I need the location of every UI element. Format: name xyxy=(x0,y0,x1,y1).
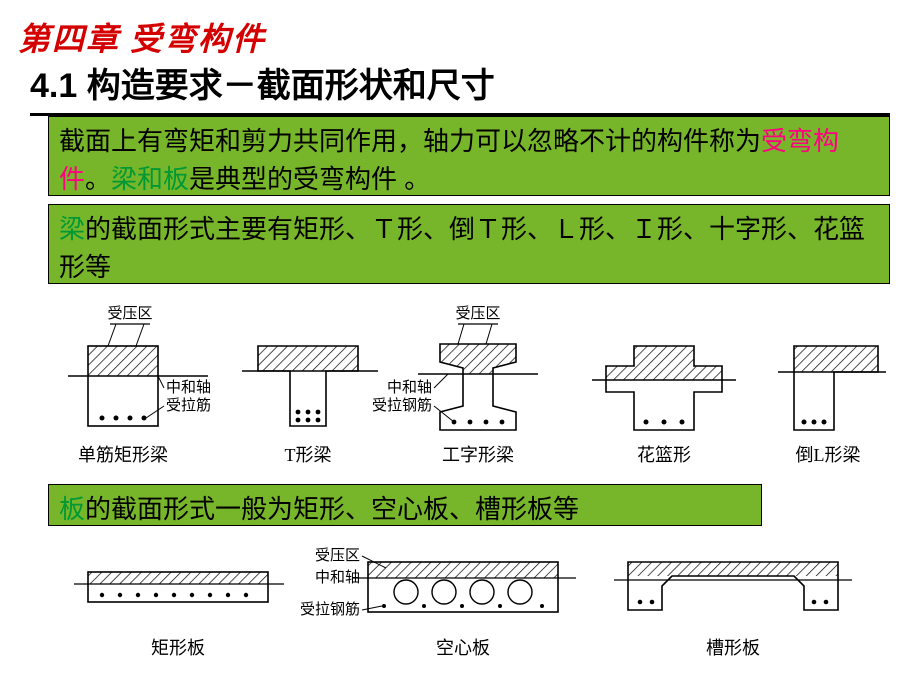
definition-box: 截面上有弯矩和剪力共同作用，轴力可以忽略不计的构件称为受弯构件。梁和板是典型的受… xyxy=(48,116,890,196)
caption: 工字形梁 xyxy=(442,445,514,465)
rect-beam-diagram: 受压区 中和轴 受拉筋 单筋矩形梁 xyxy=(68,305,211,465)
highlight-slab: 板 xyxy=(59,494,85,524)
label-rebar: 受拉筋 xyxy=(166,397,211,414)
highlight-beam: 梁 xyxy=(59,214,85,244)
label-neutral: 中和轴 xyxy=(166,379,211,396)
slab-diagrams-row: 矩形板 受压区 中和轴 受拉钢筋 空心板 槽形板 xyxy=(48,536,890,668)
slab-types-box: 板的截面形式一般为矩形、空心板、槽形板等 xyxy=(48,484,762,526)
text: 的截面形式主要有矩形、Ｔ形、倒Ｔ形、Ｌ形、Ｉ形、十字形、花篮形等 xyxy=(59,214,865,282)
label-compress: 受压区 xyxy=(107,305,152,322)
beam-types-box: 梁的截面形式主要有矩形、Ｔ形、倒Ｔ形、Ｌ形、Ｉ形、十字形、花篮形等 xyxy=(48,204,890,284)
beam-diagrams-row: 受压区 中和轴 受拉筋 单筋矩形梁 T形梁 受压区 xyxy=(48,296,890,476)
caption: 倒L形梁 xyxy=(796,445,861,465)
highlight-beam-slab: 梁和板 xyxy=(111,164,189,194)
caption: 花篮形 xyxy=(637,445,691,465)
label-neutral: 中和轴 xyxy=(387,379,432,396)
i-beam-diagram: 受压区 中和轴 受拉钢筋 工字形梁 xyxy=(372,305,538,465)
label-neutral: 中和轴 xyxy=(315,569,360,586)
caption: 矩形板 xyxy=(151,638,205,658)
caption: 槽形板 xyxy=(706,638,760,658)
label-compress: 受压区 xyxy=(455,305,500,322)
rect-slab-diagram: 矩形板 xyxy=(74,572,284,658)
channel-slab-diagram: 槽形板 xyxy=(614,562,852,658)
t-beam-diagram: T形梁 xyxy=(242,346,378,465)
caption: 单筋矩形梁 xyxy=(78,445,168,465)
inverted-l-beam-diagram: 倒L形梁 xyxy=(778,346,886,465)
label-rebar: 受拉钢筋 xyxy=(372,397,432,414)
caption: T形梁 xyxy=(285,445,332,465)
text: 截面上有弯矩和剪力共同作用，轴力可以忽略不计的构件称为 xyxy=(59,126,761,156)
text: 的截面形式一般为矩形、空心板、槽形板等 xyxy=(85,494,579,524)
section-heading: 4.1 构造要求－截面形状和尺寸 xyxy=(30,58,890,116)
hollow-slab-diagram: 受压区 中和轴 受拉钢筋 空心板 xyxy=(300,547,576,658)
hualan-beam-diagram: 花篮形 xyxy=(592,346,736,465)
text: 。 xyxy=(85,164,111,194)
text: 是典型的受弯构件 。 xyxy=(189,164,430,194)
caption: 空心板 xyxy=(436,638,490,658)
label-compress: 受压区 xyxy=(315,547,360,564)
label-rebar: 受拉钢筋 xyxy=(300,601,360,618)
chapter-title: 第四章 受弯构件 xyxy=(18,14,266,60)
